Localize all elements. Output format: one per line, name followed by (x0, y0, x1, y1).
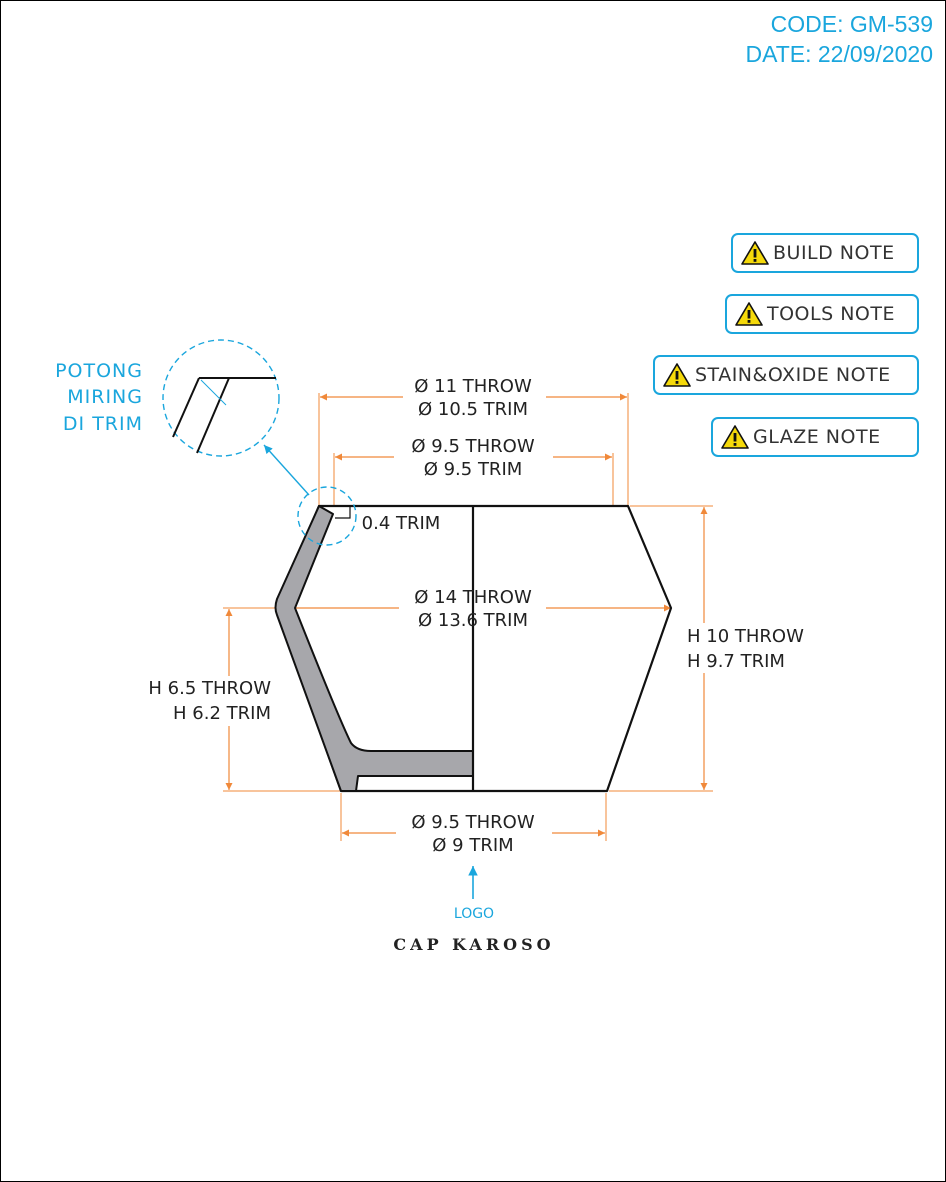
stain-oxide-note-label: STAIN&OXIDE NOTE (695, 364, 891, 386)
glaze-note-label: GLAZE NOTE (753, 426, 881, 448)
warning-icon (735, 302, 763, 326)
detail-profile (172, 377, 276, 454)
callout-line-3: DI TRIM (63, 413, 143, 435)
dim-base-throw: Ø 9.5 THROW (411, 812, 534, 833)
tools-note-label: TOOLS NOTE (767, 303, 895, 325)
date-label: DATE: 22/09/2020 (745, 41, 933, 67)
glaze-note-button[interactable]: GLAZE NOTE (711, 417, 919, 457)
dim-top-inner-trim: Ø 9.5 TRIM (424, 459, 523, 480)
dimension-lines (225, 393, 708, 837)
product-title: CAP KAROSO (393, 935, 554, 954)
dim-top-outer-trim: Ø 10.5 TRIM (418, 399, 528, 420)
trim-marker (335, 505, 351, 519)
callout-line-2: MIRING (67, 386, 143, 408)
pot-outline (274, 504, 673, 793)
zoom-circle (297, 486, 357, 546)
dim-top-inner-throw: Ø 9.5 THROW (411, 436, 534, 457)
dim-rim-trim: 0.4 TRIM (362, 513, 441, 534)
stain-oxide-note-button[interactable]: STAIN&OXIDE NOTE (653, 355, 919, 395)
wall-section (274, 505, 474, 792)
dim-top-outer-throw: Ø 11 THROW (414, 376, 532, 397)
warning-icon (741, 241, 769, 265)
dim-lower-height-throw: H 6.5 THROW (148, 678, 271, 699)
warning-icon (721, 425, 749, 449)
dim-base-trim: Ø 9 TRIM (432, 835, 513, 856)
dim-mid-trim: Ø 13.6 TRIM (418, 610, 528, 631)
warning-icon (663, 363, 691, 387)
dim-mid-throw: Ø 14 THROW (414, 587, 532, 608)
detail-circle (162, 339, 280, 457)
build-note-button[interactable]: BUILD NOTE (731, 233, 919, 273)
detail-leader (200, 379, 227, 406)
callout-arrow (263, 444, 310, 496)
tools-note-button[interactable]: TOOLS NOTE (725, 294, 919, 334)
dim-height-throw: H 10 THROW (687, 626, 804, 647)
extension-lines (223, 393, 713, 841)
callout-line-1: POTONG (55, 360, 143, 382)
dim-height-trim: H 9.7 TRIM (687, 651, 785, 672)
dim-lower-height-trim: H 6.2 TRIM (173, 703, 271, 724)
build-note-label: BUILD NOTE (773, 242, 895, 264)
logo-label: LOGO (454, 906, 494, 922)
code-label: CODE: GM-539 (770, 11, 933, 37)
